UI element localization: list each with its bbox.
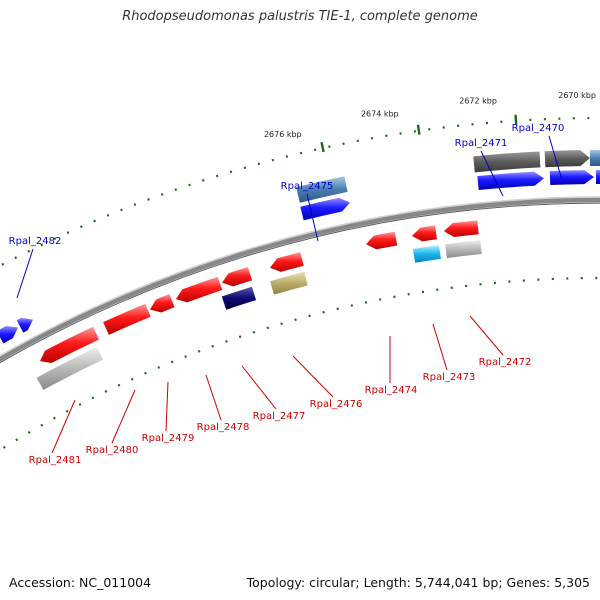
gene-red-reverse-2481[interactable]	[40, 326, 99, 363]
gene-label-rpal_2479[interactable]: Rpal_2479	[142, 433, 195, 444]
gene-red-reverse-2479[interactable]	[150, 294, 175, 313]
inner-scale-ring	[0, 276, 600, 452]
gene-red-reverse-2473[interactable]	[412, 225, 437, 242]
gene-blue-forward-2482a[interactable]	[0, 326, 18, 344]
major-tick-2676	[320, 141, 325, 153]
leader-line	[205, 374, 222, 421]
gene-blue-forward-edge[interactable]	[595, 170, 600, 185]
gene-dark-forward-2[interactable]	[544, 150, 590, 168]
gene-labels: Rpal_2482 Rpal_2475 Rpal_2471 Rpal_2470 Rpal…	[9, 123, 565, 466]
gene-khaki-reverse-2476[interactable]	[270, 271, 308, 295]
genome-summary-text: Topology: circular; Length: 5,744,041 bp…	[246, 575, 590, 590]
gene-blue-forward-2482b[interactable]	[16, 317, 33, 333]
gene-label-rpal_2477[interactable]: Rpal_2477	[253, 411, 306, 422]
gene-red-reverse-2477[interactable]	[222, 266, 253, 287]
leader-line	[16, 248, 34, 299]
gene-red-reverse-2476[interactable]	[270, 252, 304, 272]
map-title: Rhodopseudomonas palustris TIE-1, comple…	[122, 9, 478, 24]
gene-label-rpal_2482[interactable]: Rpal_2482	[9, 236, 62, 247]
major-tick-2674	[416, 124, 421, 135]
gene-cyan-reverse-2473[interactable]	[412, 245, 441, 263]
leader-line	[469, 315, 504, 356]
gene-label-rpal_2472[interactable]: Rpal_2472	[479, 357, 532, 368]
gene-gray-reverse-2481[interactable]	[36, 346, 103, 391]
gene-red-reverse-2478[interactable]	[176, 276, 223, 303]
gene-dark-forward-1[interactable]	[473, 151, 541, 173]
genome-backbone-track	[0, 196, 600, 364]
major-tick-2672	[514, 114, 518, 125]
gene-label-rpal_2471[interactable]: Rpal_2471	[455, 138, 508, 149]
gene-label-rpal_2476[interactable]: Rpal_2476	[310, 399, 363, 410]
tick-label-2670: 2670 kbp	[558, 91, 596, 100]
leader-line	[292, 355, 334, 398]
accession-text: Accession: NC_011004	[9, 575, 152, 590]
outer-scale-ring	[0, 116, 600, 268]
leader-line	[548, 135, 563, 181]
gene-gray-reverse-2472[interactable]	[445, 240, 482, 259]
gene-blue-forward-2475[interactable]	[300, 197, 350, 221]
leader-line	[111, 389, 136, 444]
leader-line	[241, 365, 277, 410]
tick-label-2672: 2672 kbp	[459, 97, 497, 106]
gene-blue-forward-2471[interactable]	[477, 171, 544, 191]
tick-label-2674: 2674 kbp	[361, 110, 399, 119]
backbone-ring	[0, 197, 600, 362]
gene-steel-forward[interactable]	[296, 176, 348, 203]
gene-label-rpal_2474[interactable]: Rpal_2474	[365, 385, 418, 396]
gene-navy-reverse-2477[interactable]	[221, 286, 257, 310]
leader-line	[306, 193, 319, 242]
gene-label-rpal_2478[interactable]: Rpal_2478	[197, 422, 250, 433]
gene-red-reverse-2474[interactable]	[366, 231, 398, 250]
tick-label-2676: 2676 kbp	[264, 130, 302, 139]
gene-steel-forward-edge[interactable]	[589, 150, 600, 167]
gene-red-reverse-2480[interactable]	[103, 303, 151, 335]
leader-line	[165, 381, 169, 432]
gene-label-rpal_2480[interactable]: Rpal_2480	[86, 445, 139, 456]
leader-line	[432, 323, 448, 371]
gene-label-rpal_2481[interactable]: Rpal_2481	[29, 455, 82, 466]
gene-label-rpal_2475[interactable]: Rpal_2475	[281, 181, 334, 192]
gene-label-rpal_2470[interactable]: Rpal_2470	[512, 123, 565, 134]
gene-label-rpal_2473[interactable]: Rpal_2473	[423, 372, 476, 383]
gene-red-reverse-2472[interactable]	[444, 220, 479, 238]
gene-features	[0, 150, 600, 391]
gene-blue-forward-2470[interactable]	[549, 170, 594, 186]
leader-line	[51, 399, 76, 454]
leader-line	[480, 150, 504, 197]
